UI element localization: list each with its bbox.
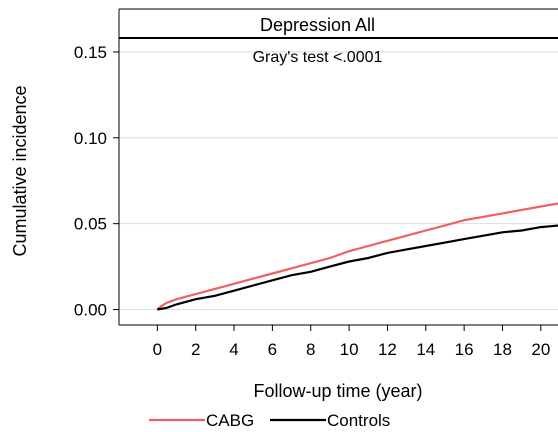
y-tick-label-1: 0.05	[74, 215, 107, 234]
series-lines	[156, 202, 558, 311]
x-tick-label-10: 20	[531, 340, 550, 359]
x-tick-label-1: 2	[191, 340, 200, 359]
x-tick-label-8: 16	[455, 340, 474, 359]
legend-label-controls: Controls	[327, 411, 390, 430]
series-line-cabg	[156, 202, 558, 311]
y-tick-label-2: 0.10	[74, 129, 107, 148]
chart-title: Depression All	[260, 15, 375, 35]
x-tick-label-6: 12	[378, 340, 397, 359]
x-tick-label-2: 4	[229, 340, 238, 359]
gridlines	[119, 51, 558, 311]
series-line-controls	[157, 224, 558, 311]
legend: CABG Controls	[149, 411, 390, 430]
x-tick-label-9: 18	[493, 340, 512, 359]
x-tick-label-0: 0	[153, 340, 162, 359]
legend-label-cabg: CABG	[206, 411, 254, 430]
x-tick-label-4: 8	[306, 340, 315, 359]
y-tick-label-3: 0.15	[74, 43, 107, 62]
panel-header: Depression All Gray's test <.0001	[253, 15, 383, 66]
axes: 0.00 0.05 0.10 0.15 0 2 4 6 8 10 12 14 16 18 20	[74, 8, 558, 359]
x-tick-label-7: 14	[416, 340, 435, 359]
x-tick-label-3: 6	[268, 340, 277, 359]
grays-test-annotation: Gray's test <.0001	[253, 49, 383, 66]
x-axis-title: Follow-up time (year)	[253, 381, 422, 401]
y-tick-label-0: 0.00	[74, 301, 107, 320]
x-tick-label-5: 10	[340, 340, 359, 359]
y-axis-title: Cumulative incidence	[10, 85, 30, 256]
